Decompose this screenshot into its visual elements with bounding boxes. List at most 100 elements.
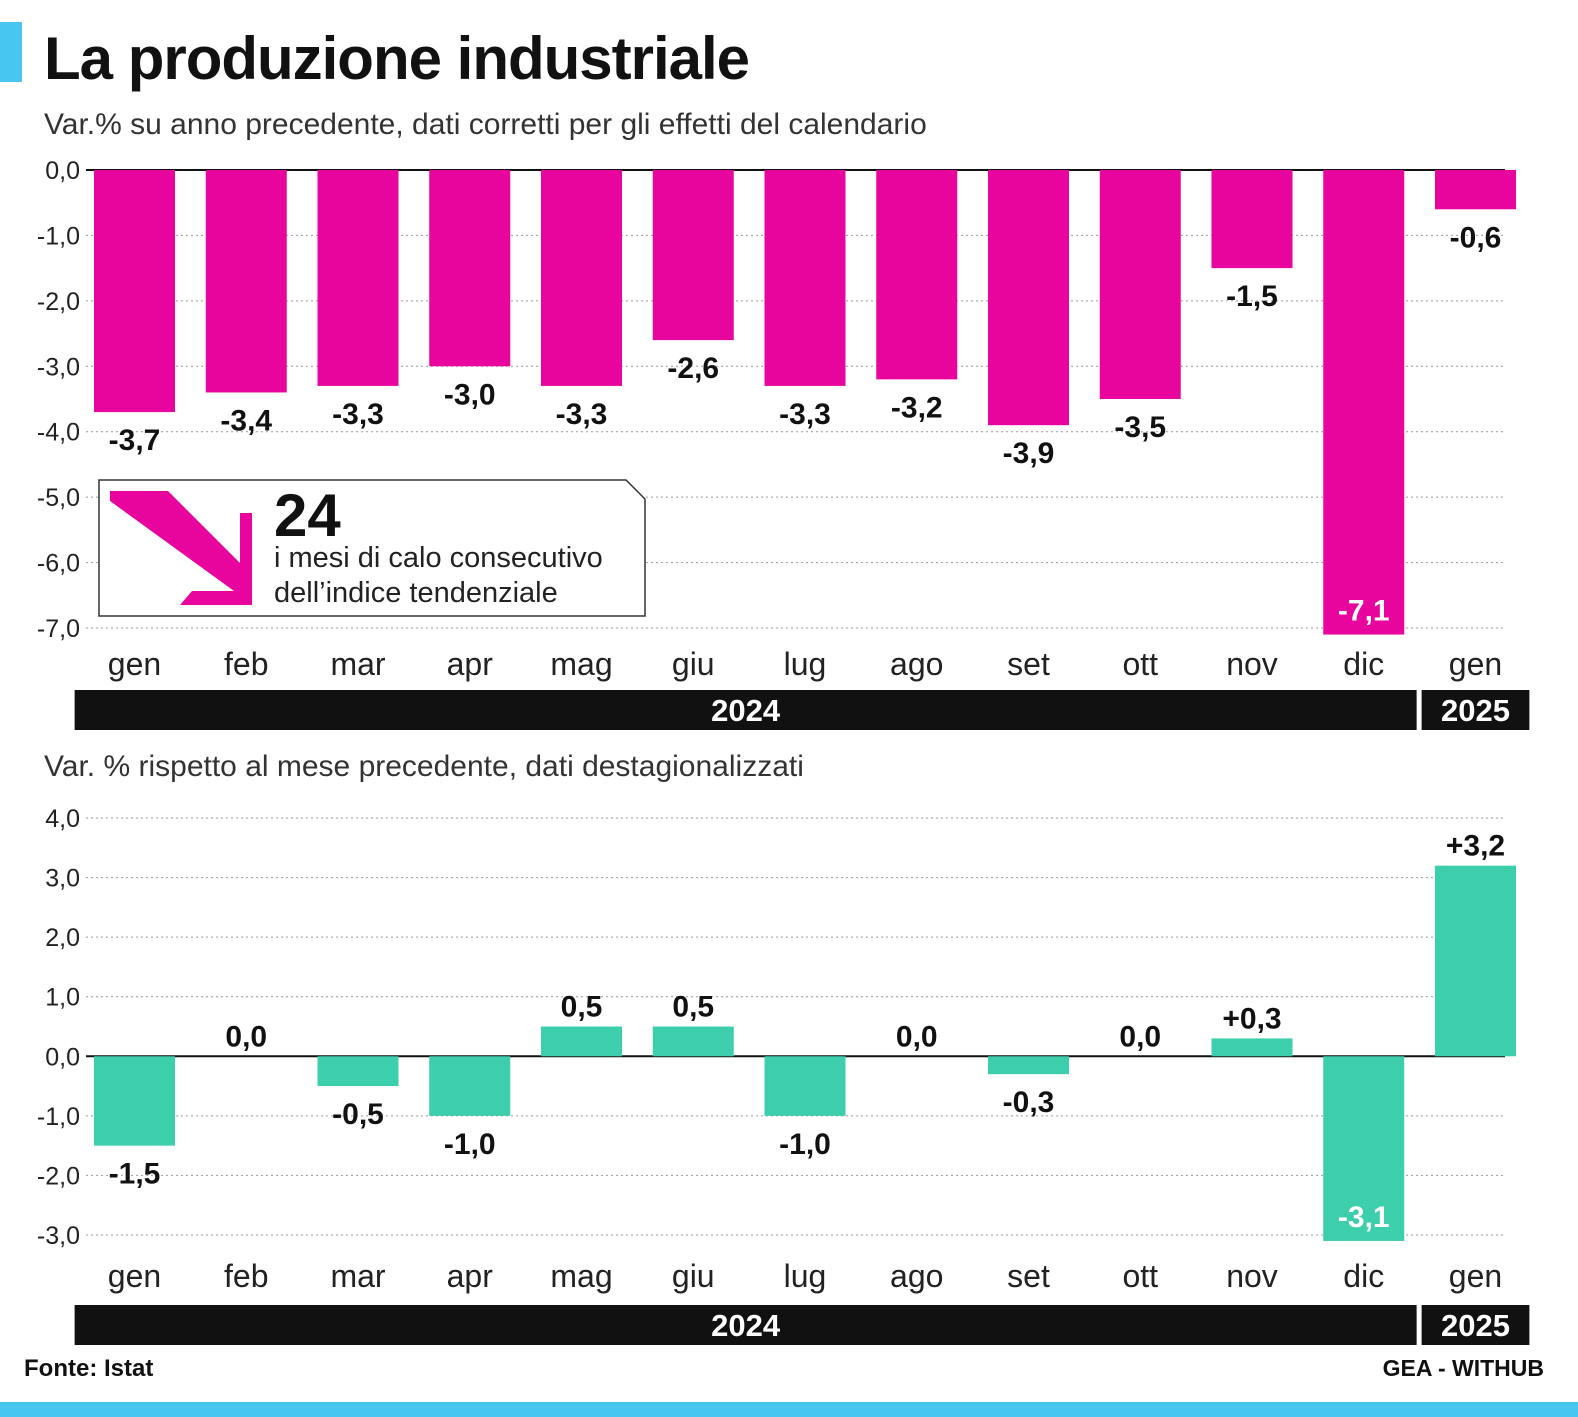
data-label: -3,0 — [444, 378, 496, 411]
data-label: -3,3 — [556, 398, 608, 431]
left-accent-bar — [0, 22, 22, 82]
y-tick-label: 4,0 — [45, 805, 80, 833]
year-label: 2024 — [711, 1308, 781, 1343]
chart2-subtitle: Var. % rispetto al mese precedente, dati… — [44, 750, 804, 783]
x-tick-label: gen — [1449, 1258, 1502, 1294]
data-label: -0,3 — [1003, 1086, 1055, 1119]
down-arrow-icon — [110, 491, 252, 605]
x-tick-label: dic — [1343, 1258, 1384, 1294]
x-tick-label: dic — [1343, 646, 1384, 682]
x-tick-label: giu — [672, 646, 715, 682]
bar — [429, 1056, 511, 1116]
x-tick-label: feb — [224, 646, 268, 682]
bar — [1323, 1056, 1405, 1241]
data-label: 0,5 — [672, 991, 714, 1024]
y-tick-label: 1,0 — [45, 984, 80, 1012]
chart-month-over-month: 4,0 3,0 2,0 1,0 0,0 -1,0 -2,0 -3,0 -1,5 gen 0,0 feb… — [37, 805, 1530, 1345]
data-label: -1,0 — [779, 1128, 831, 1161]
bar — [1323, 170, 1405, 635]
y-tick-label: 2,0 — [45, 924, 80, 952]
year-band — [1421, 1305, 1530, 1345]
source-note: Fonte: Istat — [24, 1355, 154, 1382]
chart-year-over-year: 0,0 -1,0 -2,0 -3,0 -4,0 -5,0 -6,0 -7,0 -3,7 gen -3… — [37, 157, 1530, 730]
year-band — [74, 1305, 1417, 1345]
data-label: +0,3 — [1222, 1002, 1281, 1035]
x-tick-label: gen — [1449, 646, 1502, 682]
y-tick-label: -7,0 — [37, 615, 80, 643]
x-tick-label: ott — [1122, 1258, 1158, 1294]
page-title: La produzione industriale — [44, 25, 750, 92]
data-label: -1,5 — [109, 1158, 161, 1191]
callout-text: i mesi di calo consecutivo dell’indice t… — [274, 542, 603, 609]
x-tick-label: mar — [330, 646, 385, 682]
data-label: -3,2 — [891, 391, 943, 424]
y-tick-label: 3,0 — [45, 865, 80, 893]
callout-box: 24 i mesi di calo consecutivo dell’indic… — [98, 479, 646, 617]
data-label: 0,0 — [225, 1020, 267, 1053]
x-tick-label: mag — [550, 646, 612, 682]
x-tick-label: ago — [890, 1258, 943, 1294]
year-band — [74, 690, 1417, 730]
year-label: 2025 — [1441, 693, 1510, 728]
x-tick-label: apr — [447, 646, 494, 682]
year-label: 2024 — [711, 693, 781, 728]
year-label: 2025 — [1441, 1308, 1510, 1343]
data-label: -0,6 — [1450, 221, 1502, 254]
bar — [541, 170, 622, 386]
callout-number: 24 — [274, 482, 341, 549]
bar — [1211, 170, 1293, 269]
y-tick-label: -5,0 — [37, 484, 80, 512]
x-tick-label: set — [1007, 1258, 1050, 1294]
x-tick-label: ago — [890, 646, 943, 682]
data-label: -1,0 — [444, 1128, 496, 1161]
bar — [1099, 170, 1181, 399]
bar — [94, 1056, 175, 1146]
y-tick-label: -3,0 — [37, 1222, 80, 1250]
y-tick-label: -4,0 — [37, 419, 80, 447]
data-label: 0,0 — [896, 1020, 938, 1053]
x-tick-label: ott — [1122, 646, 1158, 682]
x-tick-label: set — [1007, 646, 1050, 682]
bottom-accent-bar — [0, 1402, 1578, 1417]
data-label: -3,7 — [109, 424, 161, 457]
data-label: -0,5 — [332, 1098, 384, 1131]
bar — [205, 170, 287, 393]
bar — [988, 1056, 1069, 1075]
x-tick-label: lug — [784, 646, 827, 682]
data-label: 0,5 — [561, 991, 603, 1024]
x-tick-label: lug — [784, 1258, 827, 1294]
data-label: -3,5 — [1114, 411, 1166, 444]
y-tick-label: -6,0 — [37, 550, 80, 578]
bar — [652, 1026, 734, 1057]
bar — [988, 170, 1069, 426]
bar — [541, 1026, 622, 1057]
bar — [764, 1056, 846, 1116]
data-label: -3,1 — [1338, 1201, 1390, 1234]
bar — [876, 170, 958, 380]
y-tick-label: -3,0 — [37, 353, 80, 381]
y-tick-label: 0,0 — [45, 157, 80, 185]
data-label: -3,3 — [779, 398, 831, 431]
x-tick-label: nov — [1226, 1258, 1278, 1294]
data-label: 0,0 — [1119, 1020, 1161, 1053]
x-tick-label: gen — [108, 1258, 161, 1294]
x-tick-label: nov — [1226, 646, 1278, 682]
bar — [1211, 1038, 1293, 1057]
y-tick-label: 0,0 — [45, 1043, 80, 1071]
bar — [317, 1056, 399, 1087]
x-tick-label: feb — [224, 1258, 268, 1294]
x-tick-label: giu — [672, 1258, 715, 1294]
data-label: -7,1 — [1338, 595, 1390, 628]
data-label: -3,9 — [1003, 437, 1055, 470]
y-tick-label: -2,0 — [37, 288, 80, 316]
bar — [1435, 865, 1516, 1057]
x-tick-label: gen — [108, 646, 161, 682]
chart1-subtitle: Var.% su anno precedente, dati corretti … — [44, 108, 927, 141]
y-tick-label: -2,0 — [37, 1162, 80, 1190]
y-tick-label: -1,0 — [37, 1103, 80, 1131]
data-label: -2,6 — [667, 352, 719, 385]
bar — [317, 170, 399, 386]
x-tick-label: mar — [330, 1258, 385, 1294]
data-label: -1,5 — [1226, 280, 1278, 313]
bar — [764, 170, 846, 386]
